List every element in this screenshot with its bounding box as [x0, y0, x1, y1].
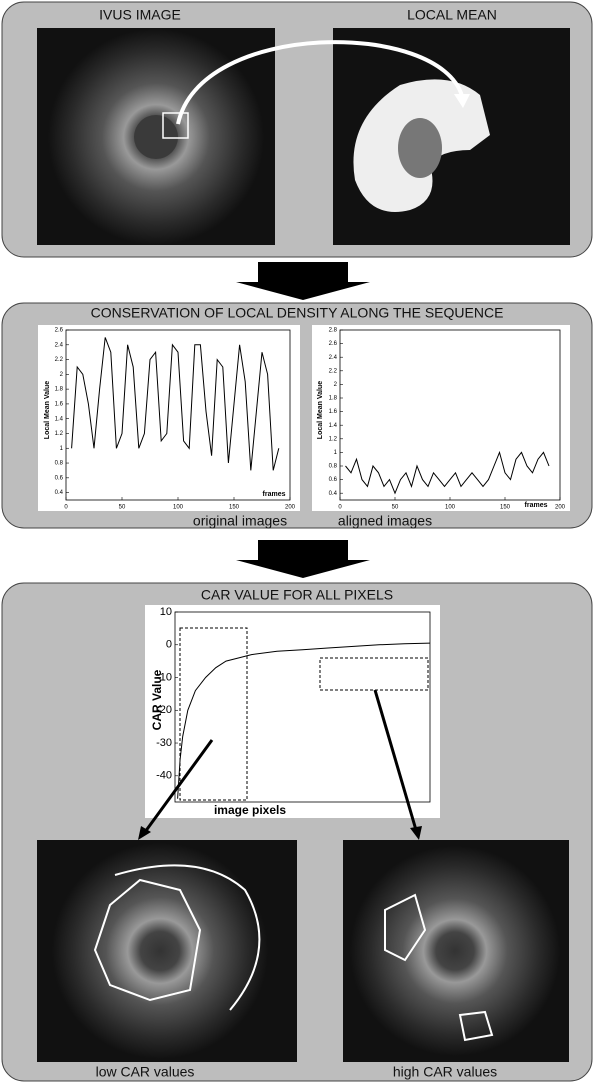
data-line: [71, 337, 280, 471]
x-tick-label: 200: [285, 505, 296, 511]
caption: low CAR values: [96, 1064, 195, 1080]
y-tick-label: 1.4: [329, 423, 338, 429]
y-tick-label: 0.8: [55, 461, 64, 467]
y-tick-label: 10: [160, 606, 172, 618]
image-label: LOCAL MEAN: [407, 7, 497, 23]
plot-area: [174, 611, 431, 803]
y-axis-label: Local Mean Value: [317, 381, 324, 439]
y-tick-label: 1.6: [55, 401, 64, 407]
y-tick-label: 2: [60, 372, 64, 378]
y-tick-label: -30: [156, 737, 172, 749]
contour: [458, 1010, 494, 1042]
y-tick-label: 2.2: [329, 368, 338, 374]
x-tick-label: 100: [445, 505, 456, 511]
y-tick-label: 1: [60, 446, 64, 452]
link-arrow: [176, 40, 464, 125]
lumen: [134, 115, 178, 159]
caption: original images: [193, 513, 287, 529]
flow-arrow: [236, 540, 370, 578]
ivus-disc: [52, 843, 268, 1059]
y-axis-label: Local Mean Value: [44, 381, 51, 439]
y-tick-label: 2.6: [55, 328, 64, 334]
data-line: [345, 450, 550, 495]
pointer-arrow-head: [138, 826, 151, 840]
x-tick-label: 150: [500, 505, 511, 511]
x-tick-label: 50: [119, 505, 126, 511]
chart-box: [38, 325, 300, 511]
y-tick-label: 2: [334, 382, 338, 388]
panel-title: CONSERVATION OF LOCAL DENSITY ALONG THE …: [91, 305, 504, 321]
x-tick-label: 0: [64, 505, 68, 511]
y-tick-label: 0.6: [329, 477, 338, 483]
y-tick-label: 1.4: [55, 416, 64, 422]
x-tick-label: 150: [229, 505, 240, 511]
pointer-arrow-head: [410, 826, 422, 840]
y-tick-label: 0.4: [329, 491, 338, 497]
y-tick-label: 1.8: [55, 387, 64, 393]
y-tick-label: 0.6: [55, 475, 64, 481]
y-tick-label: 0.4: [55, 490, 64, 496]
x-axis-label: image pixels: [214, 803, 286, 817]
caption: aligned images: [338, 513, 432, 529]
y-tick-label: -10: [156, 671, 172, 683]
y-tick-label: 1.2: [329, 436, 338, 442]
mean-blob: [398, 118, 442, 178]
chart-box: [312, 325, 570, 511]
y-tick-label: 1.2: [55, 431, 64, 437]
x-tick-label: 200: [555, 505, 566, 511]
image-label: IVUS IMAGE: [99, 7, 181, 23]
link-arrow-head: [454, 94, 470, 108]
y-tick-label: 2.2: [55, 357, 64, 363]
y-axis-label: CAR Value: [150, 669, 164, 730]
chart-box: [145, 605, 440, 818]
flow-arrow: [236, 262, 370, 300]
y-tick-label: 0.8: [329, 464, 338, 470]
y-tick-label: 2.4: [55, 342, 64, 348]
y-tick-label: 0: [166, 639, 172, 651]
y-tick-label: 2.4: [329, 355, 338, 361]
x-axis-label: frames: [525, 502, 548, 509]
x-tick-label: 50: [392, 505, 399, 511]
y-tick-label: -40: [156, 770, 172, 782]
caption: high CAR values: [393, 1064, 497, 1080]
y-tick-label: 1.6: [329, 409, 338, 415]
pointer-arrow: [373, 689, 418, 831]
y-tick-label: 2.8: [329, 328, 338, 334]
data-line: [177, 642, 431, 799]
x-tick-label: 0: [338, 505, 342, 511]
x-axis-label: frames: [263, 491, 286, 498]
y-tick-label: 2.6: [329, 341, 338, 347]
highlight-box: [179, 627, 248, 801]
roi-box: [162, 112, 189, 139]
y-tick-label: -20: [156, 704, 172, 716]
y-tick-label: 1.8: [329, 396, 338, 402]
x-tick-label: 100: [173, 505, 184, 511]
ivus-disc: [350, 846, 560, 1056]
y-tick-label: 1: [334, 450, 338, 456]
panel-title: CAR VALUE FOR ALL PIXELS: [201, 587, 393, 603]
contour: [114, 864, 261, 1011]
contour: [384, 893, 427, 962]
contour: [93, 878, 202, 1002]
